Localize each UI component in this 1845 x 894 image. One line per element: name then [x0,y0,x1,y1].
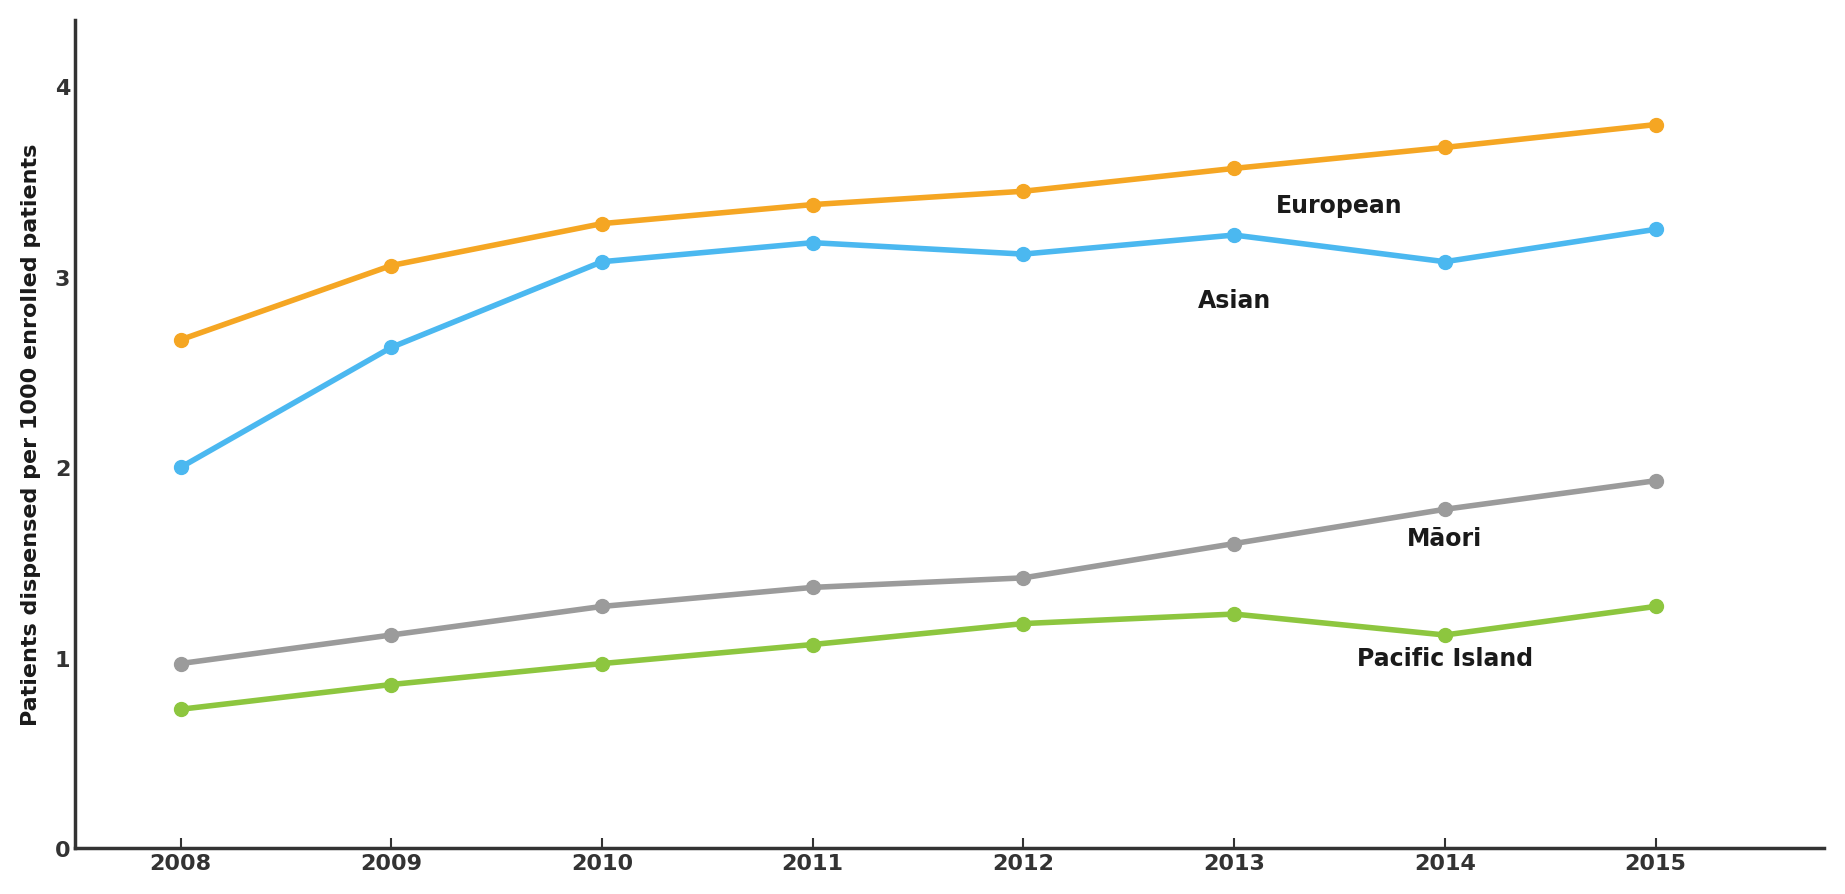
Text: Asian: Asian [1197,289,1271,312]
Text: Māori: Māori [1408,527,1483,550]
Text: European: European [1277,193,1402,217]
Y-axis label: Patients dispensed per 1000 enrolled patients: Patients dispensed per 1000 enrolled pat… [20,144,41,725]
Text: Pacific Island: Pacific Island [1356,646,1533,670]
